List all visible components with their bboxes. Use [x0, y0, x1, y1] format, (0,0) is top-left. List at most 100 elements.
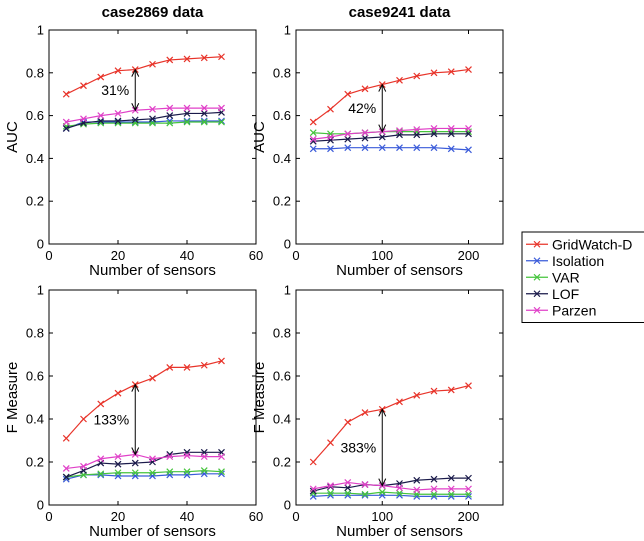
series-line — [312, 68, 469, 123]
data-point — [200, 54, 208, 62]
data-point — [465, 66, 472, 74]
series-parzen — [62, 104, 225, 126]
data-point — [430, 144, 438, 152]
series-line — [313, 147, 469, 151]
y-tick-label: 1 — [37, 283, 44, 298]
y-tick-label: 0.8 — [273, 326, 291, 341]
data-point — [166, 468, 174, 476]
y-tick-label: 0.2 — [26, 455, 44, 470]
data-point — [396, 127, 403, 135]
x-tick-label: 20 — [111, 509, 125, 524]
legend-label: Isolation — [552, 253, 604, 269]
annotation-arrowhead-bottom — [131, 103, 140, 112]
series-gridwatch-d — [62, 53, 225, 98]
series-line — [313, 494, 469, 497]
data-point — [149, 455, 156, 463]
data-point — [361, 491, 369, 499]
data-point — [447, 125, 455, 132]
data-point — [396, 489, 403, 497]
data-point — [183, 118, 191, 126]
data-point — [361, 134, 369, 142]
data-point — [361, 481, 369, 488]
data-point — [465, 125, 472, 132]
data-point — [62, 465, 70, 472]
x-tick-label: 0 — [45, 248, 52, 263]
series-line — [65, 56, 222, 95]
data-point — [413, 72, 421, 80]
series-line — [66, 453, 222, 470]
charts-container: 0 20 40 60 0 0.2 0.4 0.6 0.8 1 case2869 data Number… — [4, 4, 504, 540]
x-tick-label: 0 — [45, 509, 52, 524]
data-point — [149, 105, 156, 113]
data-point — [413, 476, 421, 484]
data-point — [413, 486, 421, 494]
data-point — [344, 135, 352, 143]
data-point — [200, 118, 208, 126]
data-point — [361, 129, 369, 137]
data-point — [344, 130, 352, 138]
data-point — [430, 387, 438, 395]
y-tick-label: 0 — [37, 237, 44, 252]
y-tick-label: 1 — [284, 23, 291, 38]
data-point — [378, 488, 386, 496]
data-point — [344, 144, 352, 152]
improvement-annotation: 31% — [101, 68, 140, 112]
data-point — [378, 133, 386, 141]
annotation-arrowhead-bottom — [378, 478, 387, 487]
series-line — [312, 385, 469, 463]
legend-entry-var: VAR — [526, 269, 580, 285]
legend-entry-isolation: Isolation — [526, 253, 604, 269]
annotation-label: 42% — [348, 100, 376, 116]
data-point — [344, 489, 352, 497]
annotation-label: 383% — [340, 439, 376, 455]
series-line — [313, 133, 469, 142]
data-point — [378, 144, 386, 152]
series-line — [66, 107, 222, 123]
legend-label: Parzen — [552, 302, 596, 318]
y-tick-label: 0.4 — [26, 151, 44, 166]
series-line — [66, 121, 222, 127]
data-point — [183, 104, 191, 112]
data-point — [218, 118, 225, 126]
y-tick-label: 0 — [284, 498, 291, 513]
data-point — [131, 469, 139, 477]
data-point — [327, 105, 334, 113]
series-line — [313, 481, 469, 491]
data-point — [396, 484, 403, 492]
y-tick-label: 0.6 — [26, 108, 44, 123]
data-point — [97, 117, 105, 125]
data-point — [465, 382, 472, 390]
plot-frame — [295, 29, 504, 245]
data-point — [149, 374, 156, 382]
y-tick-label: 0.8 — [273, 65, 291, 80]
data-point — [396, 76, 403, 84]
data-point — [200, 361, 208, 369]
data-point — [80, 415, 87, 423]
series-line — [313, 491, 469, 495]
series-line — [66, 111, 222, 130]
legend-entry-lof: LOF — [526, 286, 579, 302]
x-tick-label: 60 — [249, 509, 263, 524]
series-lof — [62, 108, 225, 132]
series-line — [313, 477, 469, 492]
x-tick-label: 200 — [458, 509, 480, 524]
data-point — [430, 125, 438, 132]
data-point — [62, 118, 70, 126]
y-axis-label: F Measure — [251, 362, 268, 434]
data-point — [465, 474, 472, 482]
data-point — [413, 126, 421, 133]
data-point — [465, 490, 472, 498]
data-point — [114, 469, 122, 477]
data-point — [447, 474, 455, 482]
annotation-arrowhead-top — [131, 68, 140, 77]
annotation-arrowhead-bottom — [378, 124, 387, 133]
series-isolation — [309, 144, 472, 154]
plot-frame — [48, 289, 257, 506]
plot-frame — [295, 289, 504, 506]
legend-label: LOF — [552, 286, 579, 302]
data-point — [344, 479, 352, 486]
y-tick-label: 0.6 — [273, 369, 291, 384]
data-point — [218, 468, 225, 476]
